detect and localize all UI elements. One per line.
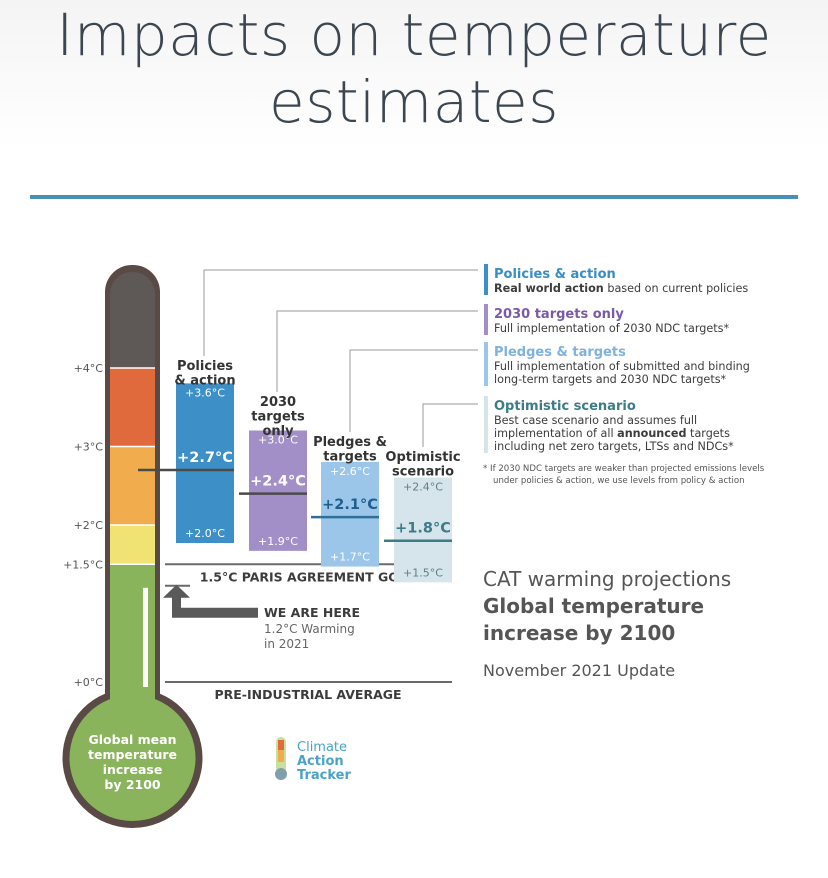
chart-title: CAT warming projections bbox=[483, 567, 731, 591]
current-warming-bar bbox=[143, 587, 148, 687]
logo-text-line: Climate bbox=[297, 740, 347, 755]
y-tick-label: +3°C bbox=[74, 441, 104, 454]
legend-connector bbox=[349, 349, 478, 432]
scenario-low-label: +1.5°C bbox=[403, 566, 443, 579]
scenario-central-label: +2.7°C bbox=[177, 450, 233, 466]
scenario-high-label: +3.6°C bbox=[185, 386, 225, 399]
y-tick-label: +2°C bbox=[74, 519, 104, 532]
y-tick-label: +1.5°C bbox=[63, 558, 103, 571]
scenario-low-label: +2.0°C bbox=[185, 527, 225, 540]
scenario-name-line: targets bbox=[251, 410, 305, 425]
bulb-text-line: Global mean bbox=[89, 732, 177, 747]
logo-thermometer-icon bbox=[278, 740, 284, 750]
scenario-bar-pledges bbox=[321, 461, 379, 567]
thermometer-bulb bbox=[69, 695, 196, 821]
logo-thermometer-icon bbox=[278, 750, 284, 762]
scenario-name-line: only bbox=[262, 424, 294, 439]
legend-title: Optimistic scenario bbox=[494, 399, 636, 414]
page-title-line-2: estimates bbox=[269, 68, 559, 136]
thermometer-band bbox=[110, 525, 155, 565]
scenario-bar-optimistic bbox=[394, 477, 452, 583]
reference-line-label: 1.5°C PARIS AGREEMENT GOAL bbox=[200, 569, 416, 584]
legend-description: long-term targets and 2030 NDC targets* bbox=[494, 373, 727, 386]
footnote-line: under policies & action, we use levels f… bbox=[493, 476, 745, 486]
chart-update-date: November 2021 Update bbox=[483, 661, 675, 680]
logo-text-line: Action bbox=[297, 754, 344, 769]
legend-swatch-policies bbox=[484, 264, 488, 295]
scenario-high-label: +2.6°C bbox=[330, 465, 370, 478]
scenario-name-line: Policies bbox=[177, 359, 233, 374]
scenario-name-line: scenario bbox=[392, 465, 454, 480]
reference-line-label: PRE-INDUSTRIAL AVERAGE bbox=[214, 687, 401, 702]
legend-title: Policies & action bbox=[494, 267, 616, 282]
scenario-name-line: targets bbox=[323, 450, 377, 465]
legend-description: Real world action based on current polic… bbox=[494, 282, 748, 295]
scenario-central-label: +1.8°C bbox=[395, 521, 451, 537]
scenario-central-label: +2.1°C bbox=[322, 497, 378, 513]
thermometer-band bbox=[110, 446, 155, 525]
legend-connector bbox=[422, 403, 478, 447]
legend-description: including net zero targets, LTSs and NDC… bbox=[494, 440, 734, 453]
footnote-line: * If 2030 NDC targets are weaker than pr… bbox=[483, 464, 765, 474]
legend-title: Pledges & targets bbox=[494, 345, 626, 360]
bulb-text-line: temperature bbox=[88, 747, 177, 762]
legend-connector bbox=[276, 310, 478, 392]
scenario-bar-policies bbox=[176, 383, 234, 543]
chart-subtitle-line: increase by 2100 bbox=[483, 621, 675, 645]
scenario-bar-targets2030 bbox=[249, 430, 307, 551]
scenario-name-line: Pledges & bbox=[313, 435, 387, 450]
scenario-name-line: & action bbox=[174, 374, 235, 389]
legend-description: Full implementation of 2030 NDC targets* bbox=[494, 322, 729, 335]
scenario-low-label: +1.7°C bbox=[330, 551, 370, 564]
scenario-high-label: +2.4°C bbox=[403, 481, 443, 494]
legend-swatch-optimistic bbox=[484, 396, 488, 453]
thermometer-band bbox=[110, 343, 155, 368]
y-tick-label: +0°C bbox=[74, 676, 104, 689]
legend-swatch-pledges bbox=[484, 342, 488, 386]
we-are-here-arrowhead bbox=[163, 584, 190, 598]
thermometer-band bbox=[110, 564, 155, 682]
current-warming-detail: 1.2°C Warming bbox=[264, 622, 355, 636]
legend-description: Best case scenario and assumes full bbox=[494, 414, 697, 427]
legend-title: 2030 targets only bbox=[494, 307, 624, 322]
title-underline bbox=[30, 195, 798, 199]
page-title-line-1: Impacts on temperature bbox=[56, 1, 772, 69]
we-are-here-label: WE ARE HERE bbox=[264, 605, 360, 620]
title-header: Impacts on temperature estimates bbox=[0, 0, 828, 150]
page-title: Impacts on temperature estimates bbox=[0, 2, 828, 136]
bulb-text-line: increase bbox=[103, 762, 163, 777]
legend-swatch-targets2030 bbox=[484, 304, 488, 335]
legend-description: Full implementation of submitted and bin… bbox=[494, 360, 750, 373]
logo-text-line: Tracker bbox=[297, 768, 351, 783]
scenario-name-line: 2030 bbox=[260, 395, 296, 410]
bulb-text-line: by 2100 bbox=[104, 777, 161, 792]
current-warming-detail: in 2021 bbox=[264, 637, 309, 651]
chart-subtitle-line: Global temperature bbox=[483, 594, 704, 618]
y-tick-label: +4°C bbox=[74, 362, 104, 375]
scenario-central-label: +2.4°C bbox=[250, 474, 306, 490]
legend-description: implementation of all announced targets bbox=[494, 427, 730, 440]
scenario-high-label: +3.0°C bbox=[258, 434, 298, 447]
thermometer-band bbox=[110, 368, 155, 447]
scenario-name-line: Optimistic bbox=[385, 450, 460, 465]
we-are-here-arrow bbox=[162, 595, 258, 618]
scenario-low-label: +1.9°C bbox=[258, 535, 298, 548]
logo-thermometer-icon bbox=[275, 768, 287, 780]
legend-connector bbox=[203, 269, 478, 356]
